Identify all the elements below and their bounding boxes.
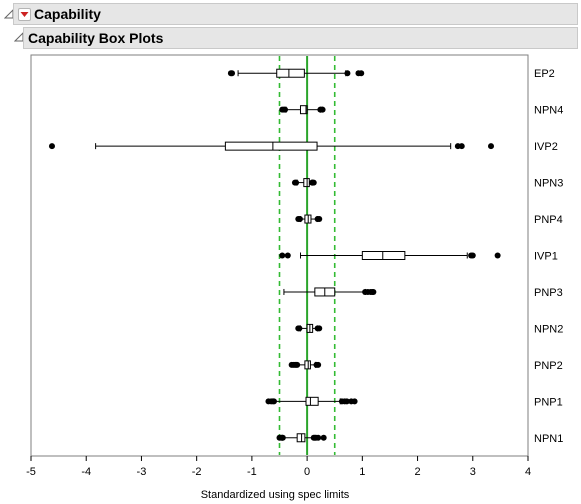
box-iqr bbox=[299, 105, 308, 115]
category-label: NPN4 bbox=[534, 105, 563, 117]
box-iqr bbox=[224, 141, 318, 151]
box-plot-npn2 bbox=[295, 323, 323, 333]
category-label: PNP2 bbox=[534, 360, 563, 372]
category-label: PNP1 bbox=[534, 396, 563, 408]
box-plot-ivp2 bbox=[48, 141, 495, 151]
outlier-point bbox=[344, 70, 351, 77]
outlier-point bbox=[315, 361, 322, 368]
box-plots-title: Capability Box Plots bbox=[28, 30, 164, 46]
outlier-point bbox=[494, 252, 501, 259]
box-iqr bbox=[304, 360, 311, 370]
x-tick-label: -4 bbox=[81, 466, 91, 478]
outlier-point bbox=[294, 361, 301, 368]
category-label: NPN2 bbox=[534, 323, 563, 335]
x-tick-label: -2 bbox=[192, 466, 202, 478]
outlier-point bbox=[343, 398, 350, 405]
outlier-point bbox=[370, 288, 377, 295]
outlier-point bbox=[320, 434, 327, 441]
outlier-point bbox=[284, 252, 291, 259]
box-iqr bbox=[305, 396, 319, 406]
outlier-point bbox=[229, 70, 236, 77]
red-triangle-menu-icon[interactable] bbox=[18, 8, 31, 21]
outlier-point bbox=[351, 398, 358, 405]
box-plot-pnp1 bbox=[265, 396, 358, 406]
category-label: IVP2 bbox=[534, 141, 558, 153]
box-iqr bbox=[303, 178, 310, 188]
box-plots bbox=[48, 68, 501, 443]
box-iqr bbox=[276, 68, 305, 78]
box-plot-ivp1 bbox=[279, 251, 501, 260]
outlier-point bbox=[358, 70, 365, 77]
box-plot-npn4 bbox=[279, 105, 326, 115]
y-axis-categories: EP2 NPN4 IVP2 NPN3 PNP4 IVP1 PNP3 NPN2 PNP2 PNP1 N… bbox=[534, 68, 563, 445]
box-plot-pnp2 bbox=[288, 360, 322, 370]
box-plot-npn1 bbox=[276, 433, 327, 443]
capability-header-bar bbox=[13, 3, 578, 25]
outlier-point bbox=[296, 216, 303, 223]
x-tick-label: -1 bbox=[247, 466, 257, 478]
box-plot-pnp4 bbox=[295, 214, 323, 224]
outlier-point bbox=[296, 325, 303, 332]
x-tick-label: 2 bbox=[414, 466, 420, 478]
outlier-point bbox=[315, 434, 322, 441]
box-iqr bbox=[361, 251, 406, 260]
x-axis-label: Standardized using spec limits bbox=[201, 489, 350, 501]
box-plots-header-bar bbox=[23, 27, 578, 49]
capability-title: Capability bbox=[34, 6, 101, 22]
category-label: NPN1 bbox=[534, 433, 563, 445]
outlier-point bbox=[48, 143, 55, 150]
outlier-point bbox=[310, 179, 317, 186]
x-tick-label: 3 bbox=[470, 466, 476, 478]
category-label: PNP3 bbox=[534, 287, 563, 299]
category-label: EP2 bbox=[534, 68, 555, 80]
outlier-point bbox=[279, 252, 286, 259]
category-label: NPN3 bbox=[534, 178, 563, 190]
box-plot-ep2 bbox=[227, 68, 365, 78]
outlier-point bbox=[282, 106, 289, 113]
box-plot-pnp3 bbox=[283, 287, 377, 297]
outlier-point bbox=[316, 216, 323, 223]
category-label: IVP1 bbox=[534, 251, 558, 263]
x-tick-label: 0 bbox=[304, 466, 310, 478]
outlier-point bbox=[293, 179, 300, 186]
x-tick-label: -5 bbox=[26, 466, 36, 478]
outlier-point bbox=[458, 143, 465, 150]
x-tick-label: -3 bbox=[137, 466, 147, 478]
outlier-point bbox=[319, 106, 326, 113]
x-tick-label: 4 bbox=[525, 466, 531, 478]
outlier-point bbox=[469, 252, 476, 259]
box-iqr bbox=[296, 433, 306, 443]
outlier-point bbox=[279, 434, 286, 441]
box-plot-npn3 bbox=[291, 178, 317, 188]
category-label: PNP4 bbox=[534, 214, 563, 226]
x-axis: -5 -4 -3 -2 -1 0 1 2 3 4 bbox=[26, 456, 531, 478]
outlier-point bbox=[270, 398, 277, 405]
outlier-point bbox=[488, 143, 495, 150]
outlier-point bbox=[316, 325, 323, 332]
x-tick-label: 1 bbox=[359, 466, 365, 478]
